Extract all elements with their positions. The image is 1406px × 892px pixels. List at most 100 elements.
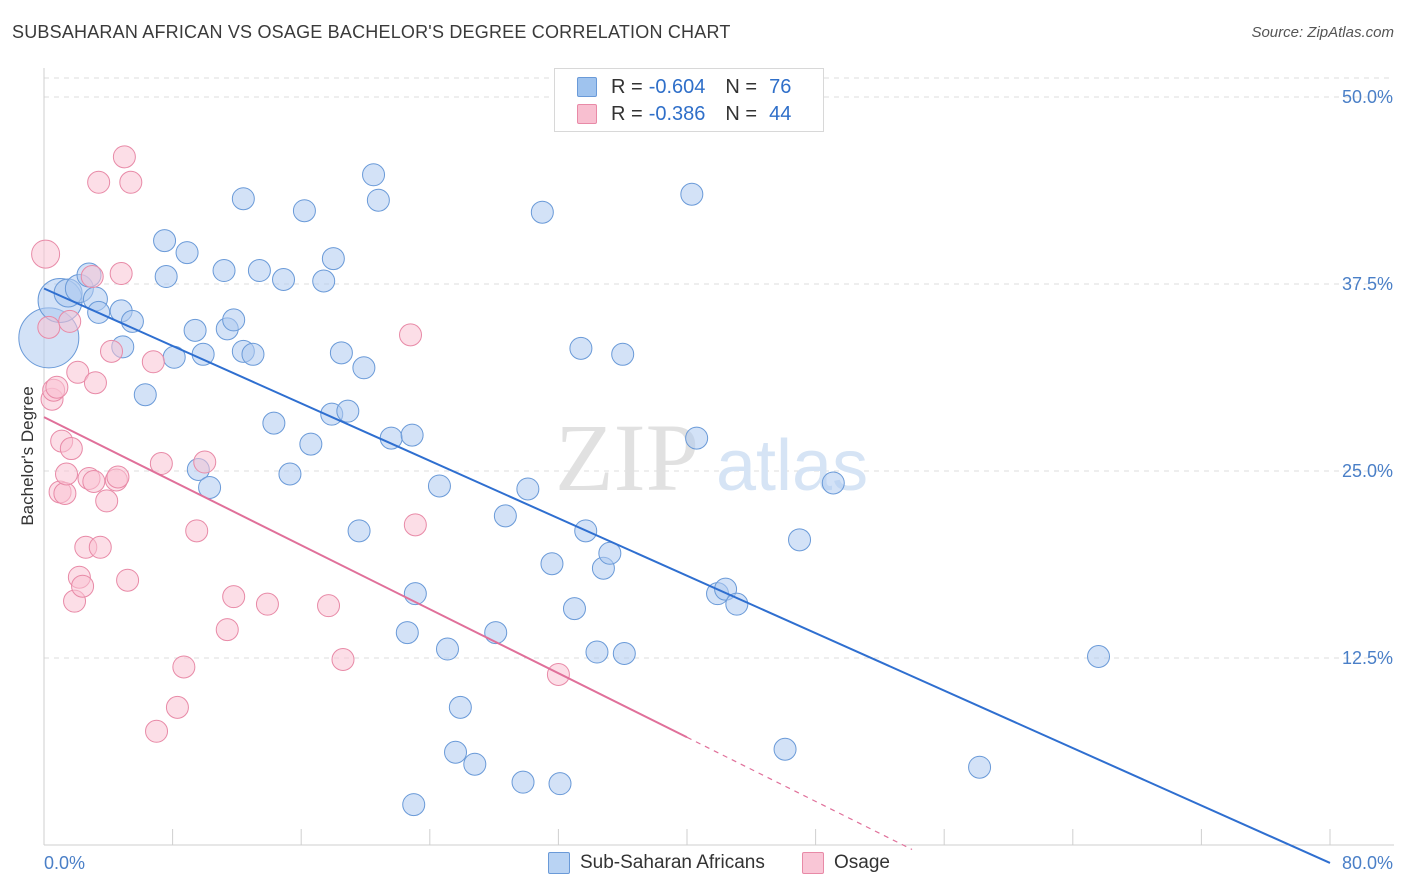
- point-subsaharan: [241, 342, 265, 366]
- legend-r-label: R =: [611, 75, 643, 98]
- point-osage: [399, 323, 423, 347]
- point-subsaharan: [362, 163, 386, 187]
- point-subsaharan: [444, 740, 468, 764]
- point-osage: [88, 535, 112, 559]
- axis-labels: 12.5% 25.0% 37.5% 50.0% 0.0% 80.0% Bachelor's …: [18, 87, 1393, 873]
- legend-swatch-subsaharan: [548, 852, 570, 874]
- point-subsaharan: [222, 308, 246, 332]
- point-osage: [172, 655, 196, 679]
- point-osage: [215, 618, 239, 642]
- point-subsaharan: [821, 471, 845, 495]
- legend-row-osage: R = -0.386 N = 44: [577, 101, 791, 127]
- point-subsaharan: [198, 475, 222, 499]
- point-osage: [112, 145, 136, 169]
- source-label: Source: ZipAtlas.com: [1251, 24, 1394, 41]
- point-osage: [546, 662, 570, 686]
- y-tick-label: 50.0%: [1342, 87, 1393, 107]
- point-osage: [109, 262, 133, 286]
- point-subsaharan: [1087, 645, 1111, 669]
- point-subsaharan: [493, 504, 517, 528]
- point-osage: [106, 465, 130, 489]
- watermark: ZIP atlas: [555, 404, 868, 511]
- point-osage: [66, 360, 90, 384]
- point-subsaharan: [562, 597, 586, 621]
- point-osage: [317, 594, 341, 618]
- point-subsaharan: [585, 640, 609, 664]
- y-tick-label: 25.0%: [1342, 461, 1393, 481]
- point-osage: [331, 647, 355, 671]
- legend-label-osage: Osage: [834, 852, 890, 873]
- point-subsaharan: [366, 188, 390, 212]
- point-osage: [45, 375, 69, 399]
- point-subsaharan: [395, 621, 419, 645]
- correlation-legend: R = -0.604 N = 76 R = -0.386 N = 44: [554, 68, 824, 132]
- point-subsaharan: [612, 642, 636, 666]
- legend-item-osage[interactable]: Osage: [802, 852, 890, 874]
- point-subsaharan: [788, 528, 812, 552]
- point-subsaharan: [725, 592, 749, 616]
- point-osage: [185, 519, 209, 543]
- legend-row-subsaharan: R = -0.604 N = 76: [577, 74, 791, 100]
- point-osage: [53, 481, 77, 505]
- point-subsaharan: [484, 621, 508, 645]
- point-osage: [37, 315, 61, 339]
- legend-r-value: -0.386: [648, 102, 706, 125]
- point-osage: [80, 265, 104, 289]
- point-osage: [87, 170, 111, 194]
- trend-line-osage-extrapolated: [686, 736, 913, 851]
- point-subsaharan: [292, 199, 316, 223]
- point-subsaharan: [347, 519, 371, 543]
- point-subsaharan: [231, 187, 255, 211]
- point-subsaharan: [773, 737, 797, 761]
- point-subsaharan: [154, 265, 178, 289]
- legend-label-subsaharan: Sub-Saharan Africans: [580, 852, 765, 873]
- point-subsaharan: [262, 411, 286, 435]
- point-subsaharan: [379, 426, 403, 450]
- legend-r-label: R =: [611, 102, 643, 125]
- legend-swatch-osage: [802, 852, 824, 874]
- legend-item-subsaharan[interactable]: Sub-Saharan Africans: [548, 852, 765, 874]
- point-osage: [145, 719, 169, 743]
- point-osage: [116, 568, 140, 592]
- point-subsaharan: [133, 383, 157, 407]
- point-subsaharan: [352, 356, 376, 380]
- point-subsaharan: [272, 268, 296, 292]
- point-subsaharan: [183, 318, 207, 342]
- watermark-atlas: atlas: [716, 426, 868, 506]
- legend-swatch-subsaharan: [577, 77, 597, 97]
- x-tick-label-max: 80.0%: [1342, 853, 1393, 873]
- legend-n-value: 44: [769, 102, 792, 125]
- point-subsaharan: [540, 552, 564, 576]
- point-subsaharan: [548, 772, 572, 796]
- point-osage: [100, 339, 124, 363]
- point-subsaharan: [530, 200, 554, 224]
- point-osage: [58, 309, 82, 333]
- trend-line-subsaharan: [43, 287, 1331, 864]
- point-osage: [119, 170, 143, 194]
- point-subsaharan: [120, 309, 144, 333]
- y-axis-label: Bachelor's Degree: [18, 386, 37, 525]
- point-subsaharan: [212, 259, 236, 283]
- point-osage: [255, 592, 279, 616]
- point-osage: [31, 239, 61, 269]
- trend-lines: [43, 287, 1331, 864]
- x-tick-label-min: 0.0%: [44, 853, 85, 873]
- point-subsaharan: [336, 399, 360, 423]
- point-subsaharan: [511, 770, 535, 794]
- point-subsaharan: [153, 229, 177, 253]
- point-osage: [141, 350, 165, 374]
- point-osage: [403, 513, 427, 537]
- point-subsaharan: [463, 752, 487, 776]
- watermark-zip: ZIP: [555, 404, 699, 511]
- point-subsaharan: [448, 695, 472, 719]
- point-subsaharan: [400, 423, 424, 447]
- point-subsaharan: [402, 793, 426, 817]
- point-subsaharan: [329, 341, 353, 365]
- axes: [43, 68, 1394, 846]
- point-osage: [82, 469, 106, 493]
- legend-n-label: N =: [725, 75, 758, 98]
- legend-n-value: 76: [769, 75, 792, 98]
- point-subsaharan: [427, 474, 451, 498]
- point-osage: [71, 574, 95, 598]
